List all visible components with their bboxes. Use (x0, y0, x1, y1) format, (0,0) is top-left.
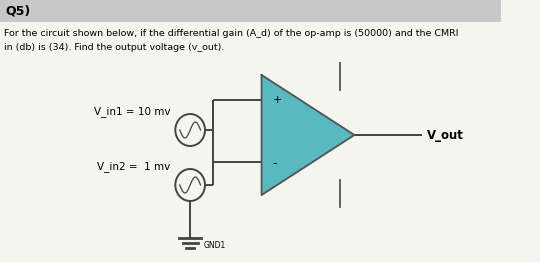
Text: in (db) is (34). Find the output voltage (v_out).: in (db) is (34). Find the output voltage… (4, 42, 224, 52)
Text: V_in2 =  1 mv: V_in2 = 1 mv (97, 162, 171, 172)
Bar (0, 0, 501, 22)
Text: V_out: V_out (427, 128, 463, 141)
Text: For the circuit shown below, if the differential gain (A_d) of the op-amp is (50: For the circuit shown below, if the diff… (4, 30, 458, 39)
Text: V_in1 = 10 mv: V_in1 = 10 mv (94, 107, 171, 117)
Text: +: + (273, 95, 282, 105)
Text: Q5): Q5) (5, 4, 31, 18)
Polygon shape (261, 75, 354, 195)
Text: -: - (273, 157, 277, 170)
Text: GND1: GND1 (203, 242, 225, 250)
